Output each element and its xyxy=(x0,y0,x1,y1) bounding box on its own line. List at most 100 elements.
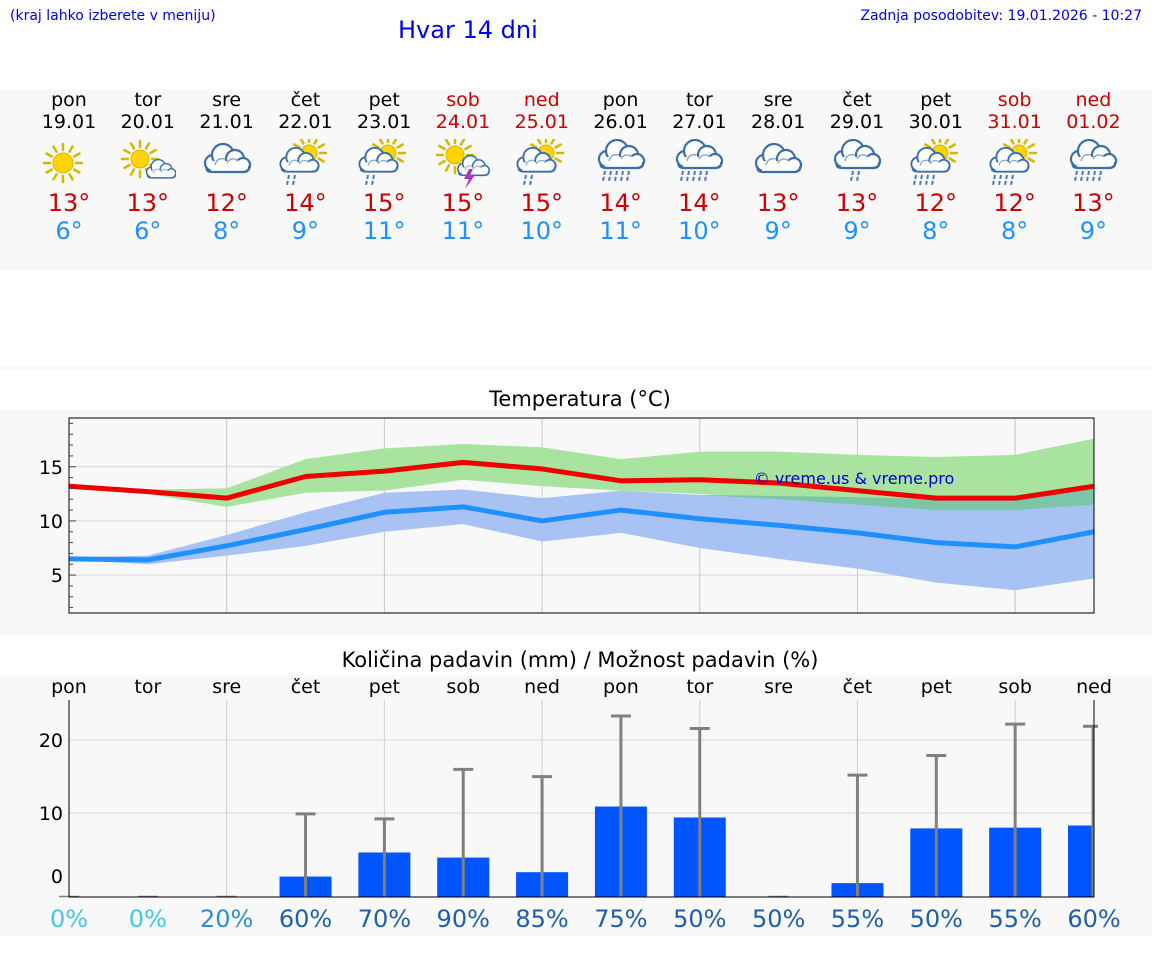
rain-drop xyxy=(625,170,630,182)
day-name: sre xyxy=(763,89,793,111)
cloud-icon xyxy=(755,142,803,174)
day-label: tor xyxy=(686,676,713,698)
sun-ray xyxy=(299,139,306,145)
rain-drop xyxy=(371,174,376,186)
cloud-heavy-rain-icon xyxy=(597,139,645,182)
day-label: pet xyxy=(921,676,952,698)
rain-drop xyxy=(522,174,527,186)
day-label: sob xyxy=(446,676,480,698)
cloud-shape xyxy=(358,146,399,173)
cloud-detail xyxy=(607,153,633,162)
cloud-outline xyxy=(599,161,644,170)
cloud-base xyxy=(995,162,1023,172)
precipitation-probability: 60% xyxy=(1067,905,1120,933)
day-column: pon 26.01 14° 11° xyxy=(581,89,661,246)
day-label: pon xyxy=(603,676,639,698)
precipitation-probability: 0% xyxy=(129,905,167,933)
sun-ray xyxy=(536,139,542,145)
sun-cloud-rain-icon xyxy=(358,139,407,186)
day-column: čet 29.01 13° 9° xyxy=(817,89,897,246)
day-name: sre xyxy=(212,89,242,111)
rain-drop xyxy=(680,170,685,182)
cloud-detail xyxy=(525,159,547,166)
day-date: 23.01 xyxy=(356,111,412,133)
sun-ray xyxy=(396,157,405,163)
day-column: sob 31.01 12° 8° xyxy=(975,90,1055,246)
min-range-band xyxy=(69,488,1094,591)
day-label: pet xyxy=(369,676,400,698)
cloud-shape xyxy=(203,142,251,174)
min-temperature: 10° xyxy=(678,217,721,245)
sun-ray xyxy=(444,164,451,172)
cloud-icon xyxy=(203,142,251,174)
cloud-base xyxy=(210,161,243,172)
max-temperature: 13° xyxy=(1072,189,1115,217)
min-temperature: 9° xyxy=(843,217,871,245)
separator xyxy=(0,366,1152,370)
cloud-shape xyxy=(145,158,176,179)
sun-ray xyxy=(52,173,58,181)
rain-drop xyxy=(997,174,1002,186)
max-temperature: 14° xyxy=(284,189,327,217)
cloud-outline xyxy=(756,165,802,174)
cloud-base xyxy=(462,167,485,176)
sun-ray xyxy=(1026,143,1035,149)
lightning-bolt xyxy=(464,169,475,189)
day-name: čet xyxy=(842,89,872,111)
sun-ray xyxy=(948,143,956,149)
precipitation-probability: 55% xyxy=(988,905,1041,933)
cloud-detail xyxy=(997,159,1020,166)
sun-icon xyxy=(42,142,84,184)
day-name: pon xyxy=(51,89,87,111)
sun-ray xyxy=(554,157,562,163)
precipitation-probability: 0% xyxy=(50,905,88,933)
day-name: sob xyxy=(446,89,480,111)
cloud-outline xyxy=(1071,161,1117,170)
cloud-shape xyxy=(457,154,491,177)
sun-ray xyxy=(438,159,446,166)
sun-ray xyxy=(129,142,136,150)
cloud-shape xyxy=(279,146,320,173)
cloud-base xyxy=(364,162,392,172)
sun-ray xyxy=(392,139,398,145)
sun-disc xyxy=(445,145,465,165)
sun-icon xyxy=(42,142,84,184)
cloud-base xyxy=(762,161,795,172)
rain-drop xyxy=(1074,170,1079,182)
sun-ray xyxy=(45,168,53,174)
rain-drop xyxy=(613,170,618,182)
sun-ray xyxy=(444,139,451,146)
cloud-rain-icon xyxy=(833,139,882,182)
y-tick-label: 10 xyxy=(39,511,63,533)
rain-drop xyxy=(292,174,297,186)
sun-ray xyxy=(923,143,932,149)
max-temperature: 12° xyxy=(993,189,1036,217)
rain-drop xyxy=(365,174,370,186)
cloud-detail xyxy=(1080,153,1106,162)
day-label: sob xyxy=(998,676,1032,698)
day-name: pon xyxy=(602,89,639,111)
precipitation-probability: 60% xyxy=(279,905,332,933)
sun-ray xyxy=(313,139,319,145)
watermark: © vreme.us & vreme.pro xyxy=(754,469,955,488)
sun-ray xyxy=(73,168,81,174)
min-temperature: 8° xyxy=(212,217,241,245)
day-date: 20.01 xyxy=(120,111,175,133)
precipitation-probability: 85% xyxy=(515,905,568,933)
precipitation-probability: 50% xyxy=(910,905,963,933)
sun-ray xyxy=(554,143,562,149)
sun-ray xyxy=(293,143,302,149)
cloud-heavy-rain-icon xyxy=(1070,139,1118,182)
temperature-chart-title: Temperatura (°C) xyxy=(489,387,671,411)
cloud-shape xyxy=(516,146,557,173)
cloud-base xyxy=(285,162,314,172)
sun-ray xyxy=(372,143,380,149)
rain-drop xyxy=(850,170,854,182)
day-date: 21.01 xyxy=(199,111,254,133)
sun-ray xyxy=(1002,143,1011,149)
day-label: ned xyxy=(1076,676,1112,698)
sun-ray xyxy=(45,152,53,158)
cloud-shape xyxy=(597,139,645,170)
day-label: čet xyxy=(843,676,873,698)
max-temperature: 13° xyxy=(756,189,800,217)
